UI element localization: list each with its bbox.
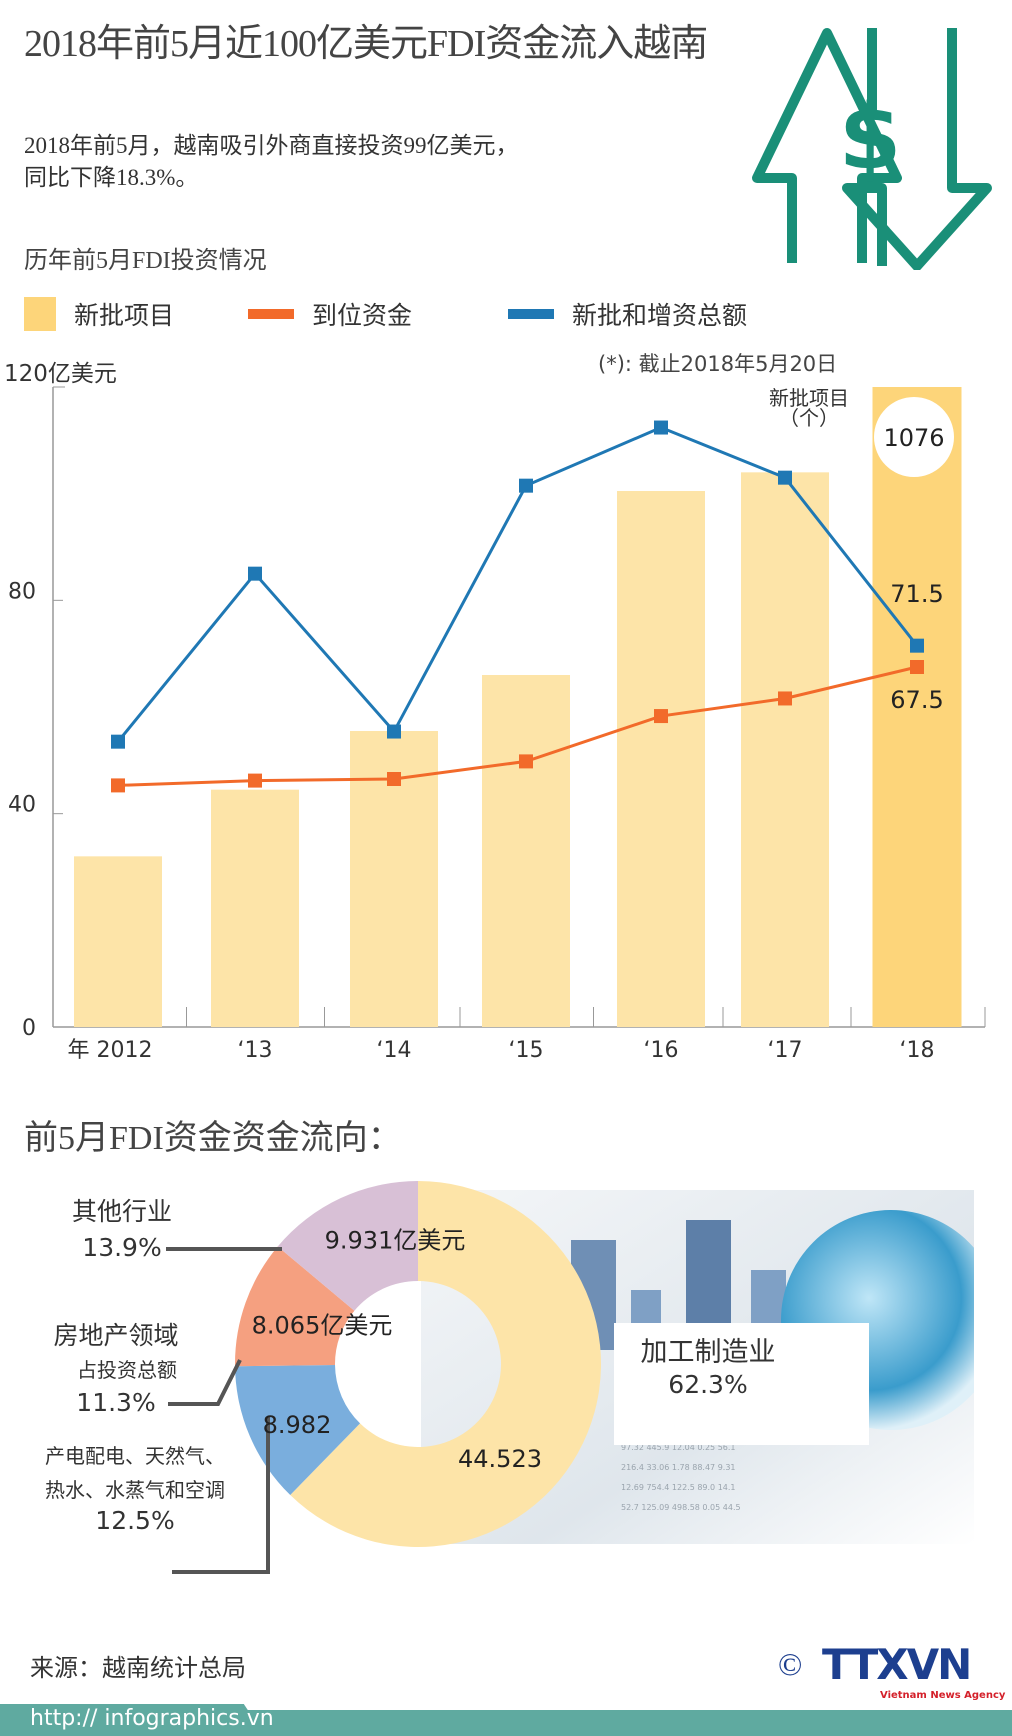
label-electricity-pct: 12.5% [95, 1506, 175, 1535]
point-total [248, 566, 262, 581]
label-electricity-line1: 产电配电、天然气、 [45, 1444, 225, 1468]
label-electricity-line2: 热水、水蒸气和空调 [45, 1478, 225, 1502]
slice-value-manufacturing: 44.523 [458, 1445, 542, 1473]
point-disbursed [111, 778, 125, 793]
x-tick-label: ‘13 [238, 1038, 273, 1063]
donut-chart [166, 1181, 601, 1574]
svg-text:$: $ [839, 85, 902, 190]
legend-new-projects: 新批项目 [24, 296, 174, 332]
chart-note: (*): 截止2018年5月20日 [598, 352, 838, 376]
y-tick-label: 0 [22, 1016, 36, 1041]
bar [741, 472, 829, 1027]
donut-section-title: 前5月FDI资金资金流向： [24, 1120, 402, 1157]
y-unit-label: 120亿美元 [4, 361, 117, 387]
x-tick-label: 年 2012 [68, 1038, 153, 1063]
legend-total: 新批和增资总额 [508, 296, 747, 332]
manufacturing-label-box [614, 1323, 869, 1445]
bar [74, 856, 162, 1027]
svg-text:52.7 125.09 498.58 0.05 44.5: 52.7 125.09 498.58 0.05 44.5 [621, 1503, 741, 1512]
label-other-pct: 13.9% [82, 1233, 162, 1262]
donut-slice-manufacturing [290, 1181, 601, 1547]
legend-swatch [248, 309, 294, 319]
bar [617, 491, 705, 1027]
legend-label: 新批和增资总额 [572, 301, 748, 330]
blue-last-label: 71.5 [890, 580, 943, 608]
point-total [111, 734, 125, 749]
label-manufacturing-name: 加工制造业 [640, 1337, 776, 1368]
label-realestate-sub: 占投资总额 [77, 1358, 177, 1382]
logo-tagline: Vietnam News Agency [880, 1690, 1006, 1701]
leader-line-electricity [172, 1417, 270, 1574]
point-disbursed [778, 691, 792, 706]
y-tick-label: 80 [8, 579, 36, 604]
legend-swatch [508, 309, 554, 319]
leader-line-realestate [168, 1359, 242, 1406]
dollar-up-down-arrows-icon: $ [752, 28, 992, 270]
fdi-chart: 0 40 80 年 2012 ‘13 ‘14 ‘15 ‘16 ‘17 ‘18 1076 71.5 67.… [8, 386, 986, 1063]
label-realestate-pct: 11.3% [76, 1388, 156, 1417]
x-tick-label: ‘17 [768, 1038, 803, 1063]
bar-annotation: 新批项目 （个） [769, 388, 849, 428]
bar [211, 789, 299, 1027]
footer-tab [0, 1704, 265, 1736]
legend-label: 到位资金 [312, 301, 413, 330]
legend-disbursed: 到位资金 [248, 296, 412, 332]
bar-value-label: 1076 [883, 424, 944, 452]
chart-section-title: 历年前5月FDI投资情况 [24, 248, 267, 274]
bar-annotation-label: 新批项目 [769, 386, 849, 410]
svg-text:12.69 754.4 122.5 89.0 14.1: 12.69 754.4 122.5 89.0 14.1 [621, 1483, 736, 1492]
x-tick-label: ‘15 [509, 1038, 544, 1063]
x-tick-label: ‘16 [644, 1038, 679, 1063]
summary-line-2: 同比下降18.3%。 [24, 165, 199, 190]
point-disbursed [910, 660, 924, 674]
point-disbursed [519, 754, 533, 769]
copyright-icon: © [778, 1646, 803, 1682]
label-realestate-name: 房地产领域 [53, 1321, 179, 1350]
point-total [654, 420, 668, 435]
label-manufacturing-pct: 62.3% [668, 1370, 748, 1399]
point-disbursed [387, 772, 401, 786]
bar [482, 675, 570, 1027]
y-tick-label: 40 [8, 793, 36, 818]
point-total [778, 470, 792, 485]
ttxvn-logo: TTXVN [822, 1640, 972, 1689]
x-tick-label: ‘18 [900, 1038, 935, 1063]
slice-value-other: 9.931亿美元 [324, 1226, 466, 1255]
bar [872, 387, 962, 1027]
point-total [910, 638, 924, 653]
svg-text:216.4 33.06 1.78 88.47 9.31: 216.4 33.06 1.78 88.47 9.31 [621, 1463, 736, 1472]
label-other-name: 其他行业 [71, 1197, 173, 1226]
orange-last-label: 67.5 [890, 686, 943, 714]
svg-text:97.32 445.9 12.04 0.25 56.1: 97.32 445.9 12.04 0.25 56.1 [621, 1443, 736, 1452]
point-total [519, 478, 533, 493]
donut-slice-realestate [235, 1246, 355, 1367]
source-text: 来源：越南统计总局 [30, 1654, 246, 1682]
point-disbursed [654, 709, 668, 724]
bar-annotation-unit: （个） [779, 406, 839, 430]
point-total [387, 724, 401, 739]
bar-value-circle [874, 397, 954, 477]
legend-swatch [24, 297, 56, 331]
footer-url[interactable]: http:// infographics.vn [30, 1706, 274, 1731]
page-title: 2018年前5月近100亿美元FDI资金流入越南 [24, 23, 708, 65]
slice-value-realestate: 8.065亿美元 [251, 1311, 393, 1340]
donut-slice-other [277, 1181, 418, 1311]
x-tick-label: ‘14 [377, 1038, 412, 1063]
summary-line-1: 2018年前5月，越南吸引外商直接投资99亿美元， [24, 133, 519, 158]
point-disbursed [248, 773, 262, 788]
legend-label: 新批项目 [74, 301, 175, 330]
slice-value-electricity: 8.982 [262, 1411, 332, 1439]
